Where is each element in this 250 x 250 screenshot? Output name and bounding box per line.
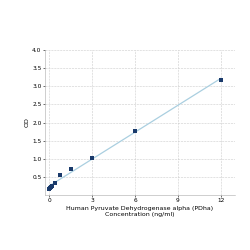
X-axis label: Human Pyruvate Dehydrogenase alpha (PDha)
Concentration (ng/ml): Human Pyruvate Dehydrogenase alpha (PDha… xyxy=(66,206,214,217)
Point xyxy=(58,173,62,177)
Point xyxy=(69,167,73,171)
Y-axis label: OD: OD xyxy=(24,118,29,128)
Point xyxy=(50,184,54,188)
Point xyxy=(133,129,137,133)
Point xyxy=(90,156,94,160)
Point xyxy=(47,187,51,191)
Point xyxy=(48,186,52,190)
Point xyxy=(219,78,223,82)
Point xyxy=(49,185,53,189)
Point xyxy=(53,181,57,185)
